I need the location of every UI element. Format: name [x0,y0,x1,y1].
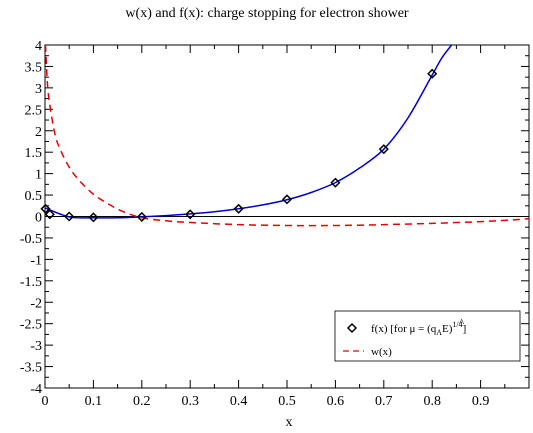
y-tick-label: 2 [35,125,42,140]
y-tick-label: 0 [35,211,42,226]
y-tick-label: -2 [30,296,42,311]
f-marker-point [427,68,438,79]
x-tick-label: 0.6 [327,394,345,409]
f-marker-point [281,194,293,205]
y-tick-label: 2.5 [25,103,43,118]
f-series-line [45,45,453,219]
x-tick-label: 0.9 [472,394,490,409]
f-marker-point [136,211,147,222]
axis-ticks [44,44,529,389]
x-tick-labels: 0 0.1 0.2 0.3 0.4 0.5 0.6 0.7 0.8 0.9 [42,394,490,409]
y-tick-label: 3.5 [25,60,43,75]
legend-label-f: f(x) [for μ = (qAE)1/4] [371,320,466,337]
x-tick-label: 0.5 [278,394,296,409]
f-marker-point [185,209,196,220]
y-tick-label: 3 [35,82,42,97]
y-tick-label: 0.5 [25,189,43,204]
x-tick-label: 0.1 [85,394,103,409]
x-tick-label: 0.3 [181,394,199,409]
f-marker-point [233,203,244,214]
x-axis-label: x [286,415,293,430]
f-marker-point [44,209,55,220]
y-tick-label: -1 [30,253,42,268]
f-marker-point [40,203,51,214]
w-series-line [45,45,529,227]
y-tick-label: -3 [30,339,42,354]
x-tick-label: 0.4 [230,394,248,409]
f-marker-point [330,177,341,188]
f-marker-point [88,212,99,223]
series-group [40,45,529,227]
y-tick-label: 4 [35,39,42,54]
y-tick-label: -0.5 [20,232,42,247]
legend-diamond-marker [346,322,358,334]
y-tick-label: -3.5 [20,361,42,376]
legend: f(x) [for μ = (qAE)1/4] ^ w(x) [334,310,521,362]
chart-title: w(x) and f(x): charge stopping for elect… [125,6,408,21]
legend-label-w: w(x) [371,346,392,358]
legend-hat-glyph: ^ [459,317,465,329]
legend-box [334,310,521,362]
x-tick-label: 0.7 [375,394,393,409]
y-tick-label: 1 [35,168,42,183]
legend-item-f: f(x) [for μ = (qAE)1/4] ^ [346,317,466,337]
y-tick-label: 1.5 [25,146,43,161]
x-tick-label: 0.2 [133,394,151,409]
f-marker-point [378,144,389,155]
y-tick-label: -4 [30,382,42,397]
y-tick-labels: -4 -3.5 -3 -2.5 -2 -1.5 -1 -0.5 0 0.5 1 1.5 2 2.5 3 3.5… [20,39,42,397]
x-tick-label: 0 [42,394,49,409]
f-marker-point [64,211,75,222]
x-tick-label: 0.8 [423,394,441,409]
legend-item-w: w(x) [343,346,392,358]
y-tick-label: -2.5 [20,318,42,333]
y-tick-label: -1.5 [20,275,42,290]
